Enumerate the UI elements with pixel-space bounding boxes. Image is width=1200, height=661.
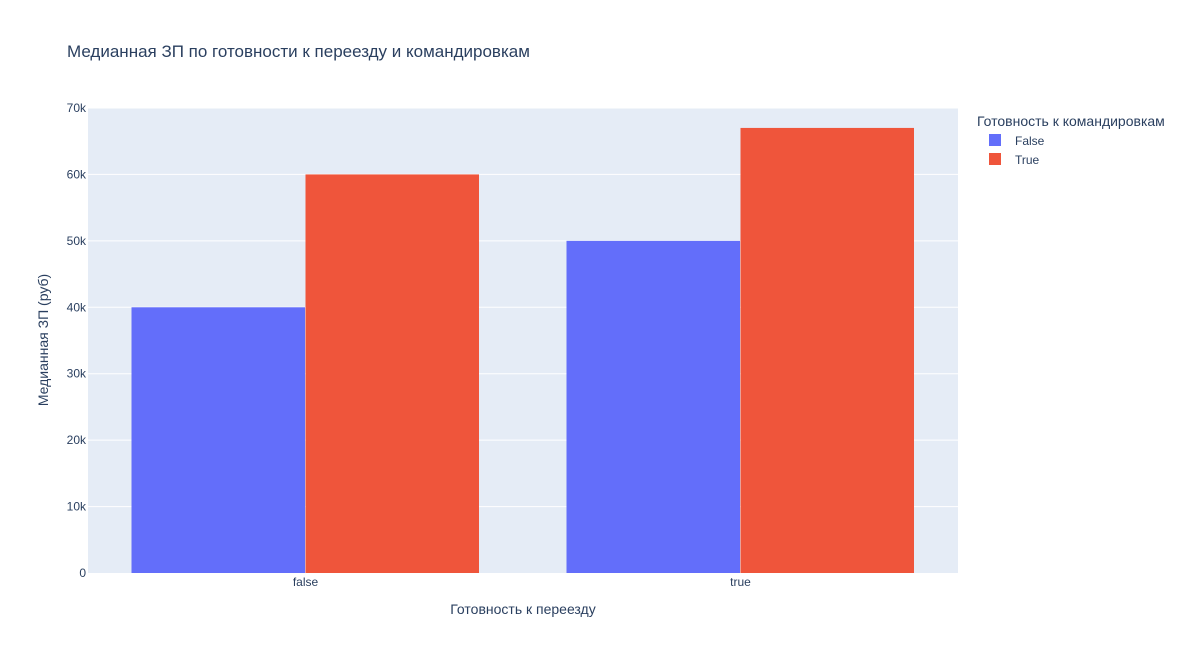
y-tick-label: 10k xyxy=(67,500,87,514)
y-tick-label: 60k xyxy=(67,167,87,181)
legend-item-true[interactable]: True xyxy=(989,153,1040,167)
y-tick-label: 0 xyxy=(79,566,86,580)
legend-label-false: False xyxy=(1015,134,1045,148)
x-tick-label-true: true xyxy=(730,575,751,589)
x-axis-ticks: false true xyxy=(293,575,751,589)
y-tick-label: 70k xyxy=(67,101,87,115)
x-tick-label-false: false xyxy=(293,575,319,589)
x-axis-title: Готовность к переезду xyxy=(450,601,595,617)
legend-item-false[interactable]: False xyxy=(989,134,1045,148)
chart-title: Медианная ЗП по готовности к переезду и … xyxy=(67,42,530,61)
y-axis-title: Медианная ЗП (руб) xyxy=(35,274,51,406)
bar-false-true[interactable] xyxy=(305,174,480,573)
legend-swatch-true xyxy=(989,153,1001,165)
legend-swatch-false xyxy=(989,134,1001,146)
y-tick-label: 30k xyxy=(67,367,87,381)
legend-title: Готовность к командировкам xyxy=(977,113,1165,129)
bars xyxy=(131,127,915,573)
y-tick-label: 40k xyxy=(67,300,87,314)
legend: Готовность к командировкам False True xyxy=(977,113,1165,167)
y-tick-label: 20k xyxy=(67,433,87,447)
bar-false-false[interactable] xyxy=(131,307,306,573)
bar-true-true[interactable] xyxy=(740,127,915,573)
bar-true-false[interactable] xyxy=(566,240,741,573)
y-tick-label: 50k xyxy=(67,234,87,248)
y-axis-ticks: 0 10k 20k 30k 40k 50k 60k 70k xyxy=(67,101,87,580)
legend-label-true: True xyxy=(1015,153,1040,167)
